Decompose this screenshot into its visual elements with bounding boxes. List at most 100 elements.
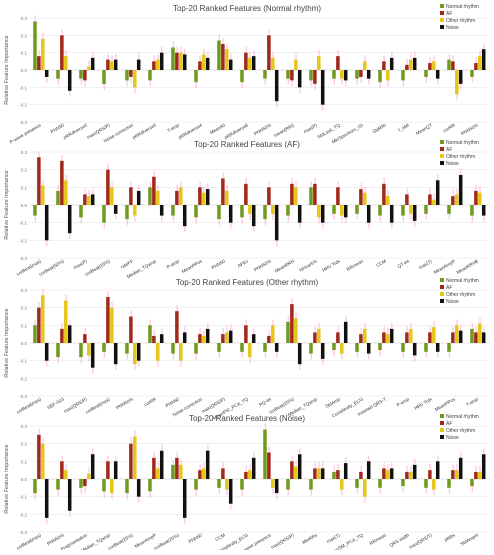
bar	[67, 479, 72, 511]
bar	[340, 70, 344, 79]
bar	[83, 194, 87, 205]
bar	[447, 479, 451, 488]
bar	[102, 70, 106, 84]
bar	[90, 343, 95, 368]
bar	[136, 190, 141, 205]
category-label: StdRRI	[372, 123, 387, 135]
legend-label: Noise	[446, 299, 459, 305]
y-tick-label: -0.2	[19, 103, 27, 108]
bar	[340, 479, 344, 490]
bar	[447, 59, 451, 70]
bar	[474, 63, 478, 70]
legend-label: Normal rhythm	[446, 278, 479, 284]
bar	[363, 328, 367, 343]
bar	[244, 325, 248, 343]
y-tick-label: -0.1	[19, 359, 27, 364]
bar	[294, 466, 298, 479]
y-tick-label: 0.0	[21, 477, 28, 482]
bar	[412, 464, 417, 479]
bar	[171, 464, 175, 479]
bar	[179, 52, 183, 70]
bar	[87, 196, 91, 205]
bar	[332, 343, 336, 351]
y-tick-label: -0.2	[19, 512, 27, 517]
bar	[198, 187, 202, 205]
bar	[240, 205, 244, 218]
bar	[366, 343, 371, 354]
bar	[67, 325, 72, 343]
bar	[113, 343, 118, 365]
bar	[313, 70, 317, 84]
bar	[244, 471, 248, 479]
category-label: AFEv	[237, 258, 250, 268]
bar	[64, 300, 68, 343]
legend-swatch	[440, 4, 444, 8]
bar	[106, 169, 110, 205]
bar	[41, 38, 45, 70]
y-tick-label: -0.3	[19, 120, 27, 125]
legend-label: AF	[446, 11, 452, 17]
category-label: f_nMI	[398, 123, 410, 133]
bar	[79, 205, 83, 218]
bar	[343, 205, 348, 218]
bar	[90, 194, 95, 205]
bar	[240, 343, 244, 352]
bar	[435, 461, 440, 479]
bar	[470, 70, 474, 77]
bar	[401, 343, 405, 352]
bar	[474, 332, 478, 343]
bar	[389, 57, 394, 70]
bar	[340, 205, 344, 216]
bar	[386, 470, 390, 479]
bar	[202, 192, 206, 205]
bar	[136, 343, 141, 361]
legend-label: Noise	[446, 25, 459, 31]
bar	[359, 189, 363, 205]
bar	[202, 54, 206, 70]
bar	[156, 59, 160, 70]
legend-swatch	[440, 278, 444, 282]
bar	[133, 205, 137, 216]
bar	[359, 70, 363, 77]
bar	[290, 461, 294, 479]
bar	[286, 321, 290, 343]
bar	[110, 187, 114, 205]
bar	[409, 328, 413, 343]
bar	[294, 318, 298, 343]
bar	[412, 205, 417, 221]
legend-swatch	[440, 140, 444, 144]
bar	[251, 56, 256, 70]
bar	[240, 70, 244, 83]
category-label: PQ-int	[258, 396, 272, 407]
bar	[432, 327, 436, 343]
bar	[340, 343, 344, 354]
legend-label: Other rhythm	[446, 154, 475, 160]
bar	[156, 343, 160, 361]
bar	[125, 70, 129, 81]
bar	[336, 56, 340, 70]
bar	[320, 343, 325, 359]
y-tick-label: 0.0	[21, 341, 28, 346]
bar	[175, 311, 179, 343]
legend-label: AF	[446, 285, 452, 291]
bar	[458, 330, 463, 343]
y-tick-label: -0.1	[19, 221, 27, 226]
bar	[428, 332, 432, 343]
legend-label: Other rhythm	[446, 428, 475, 434]
bar	[317, 205, 321, 218]
bar	[424, 205, 428, 214]
y-axis-label: Relative Feature Importance	[4, 35, 10, 104]
legend-swatch	[440, 147, 444, 151]
bar	[83, 334, 87, 343]
legend-swatch	[440, 18, 444, 22]
bar	[432, 479, 436, 490]
bar	[221, 44, 225, 70]
bar	[478, 471, 482, 479]
bar	[382, 332, 386, 343]
bar	[447, 205, 451, 214]
chart-panel-4: Top-20 Ranked Features (Noise) Relative F…	[4, 414, 490, 555]
bar	[217, 205, 221, 220]
bar	[159, 205, 164, 216]
bar	[389, 328, 394, 343]
bar	[320, 70, 325, 105]
